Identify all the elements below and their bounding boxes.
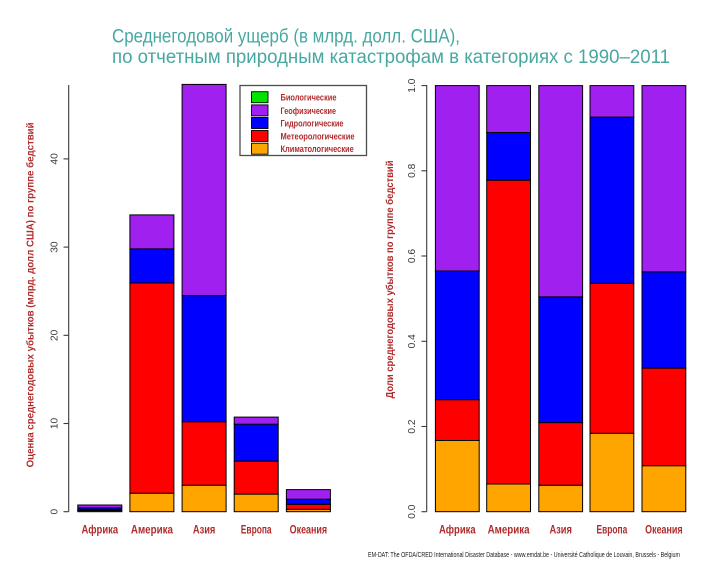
svg-text:Азия: Азия	[549, 523, 572, 537]
svg-text:0.8: 0.8	[407, 163, 418, 177]
svg-text:0.6: 0.6	[407, 249, 418, 263]
svg-text:Гидрологические: Гидрологические	[281, 119, 344, 129]
svg-text:0.2: 0.2	[407, 419, 418, 433]
svg-text:Африка: Африка	[439, 523, 476, 537]
svg-text:0.4: 0.4	[407, 334, 418, 348]
svg-text:Азия: Азия	[193, 523, 216, 537]
svg-text:Америка: Америка	[488, 523, 530, 537]
svg-text:EM-DAT: The OFDA/CRED Internat: EM-DAT: The OFDA/CRED International Disa…	[368, 550, 680, 559]
svg-text:Европа: Европа	[597, 523, 628, 537]
svg-text:Океания: Океания	[290, 523, 328, 537]
svg-text:Оценка среднегодовых убытков (: Оценка среднегодовых убытков (млрд. долл…	[25, 122, 37, 467]
svg-text:Доли среднегодовых убытков по: Доли среднегодовых убытков по группе бед…	[384, 161, 396, 399]
svg-text:Америка: Америка	[131, 523, 173, 537]
svg-text:30: 30	[50, 241, 61, 253]
svg-text:0: 0	[50, 509, 61, 515]
svg-text:0.0: 0.0	[407, 504, 418, 518]
svg-text:1.0: 1.0	[407, 78, 418, 92]
svg-text:по отчетным природным катастро: по отчетным природным катастрофам в кате…	[112, 47, 670, 68]
svg-text:Климатологические: Климатологические	[281, 144, 354, 154]
svg-text:Океания: Океания	[645, 523, 683, 537]
svg-text:Биологические: Биологические	[281, 93, 337, 103]
svg-text:Метеорологические: Метеорологические	[281, 132, 355, 142]
svg-text:Европа: Европа	[241, 523, 272, 537]
svg-text:10: 10	[50, 418, 61, 430]
svg-text:Геофизические: Геофизические	[281, 106, 337, 116]
svg-text:20: 20	[50, 329, 61, 341]
svg-text:Африка: Африка	[81, 523, 118, 537]
svg-text:Среднегодовой ущерб (в млрд. д: Среднегодовой ущерб (в млрд. долл. США),	[112, 27, 460, 48]
svg-text:40: 40	[50, 153, 61, 165]
